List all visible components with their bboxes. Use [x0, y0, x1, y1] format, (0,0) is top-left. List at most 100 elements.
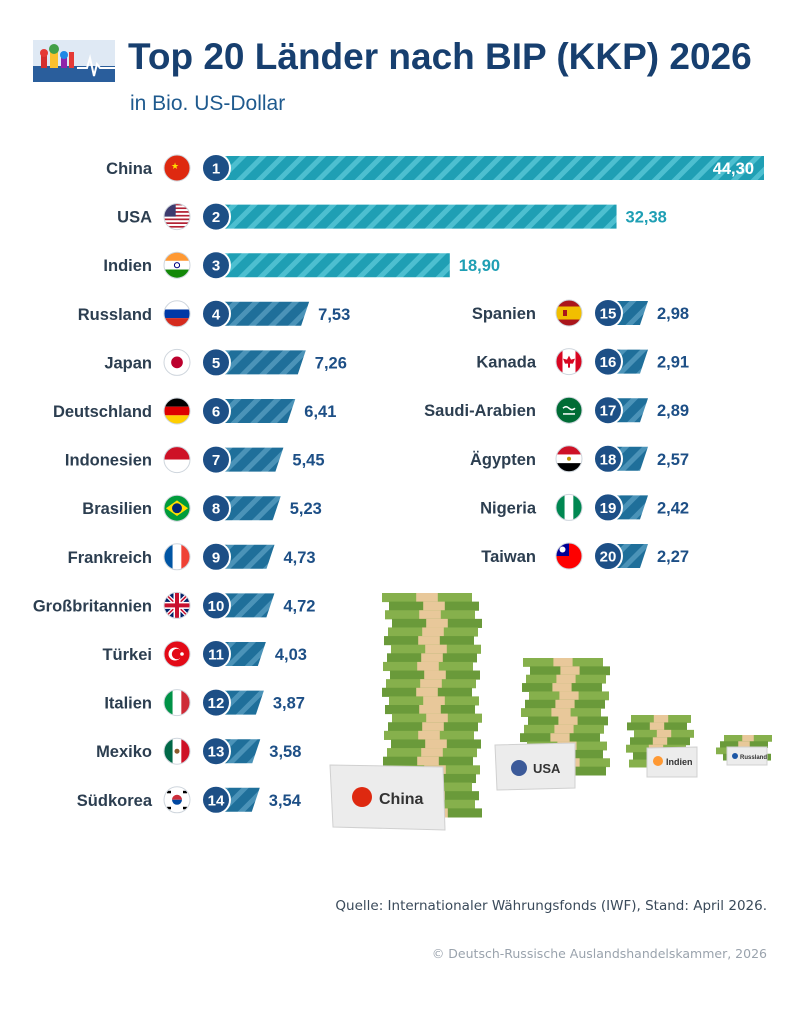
stack-label: Russland	[740, 755, 767, 761]
rank-number: 1	[212, 161, 220, 178]
bar	[216, 301, 310, 326]
rank-badge	[201, 444, 231, 475]
rank-badge	[201, 687, 231, 718]
bar-chart: China ★ 1 44,30 USA 2 32,38 Indien 3 18,90 Russlan…	[33, 153, 764, 815]
value-label: 4,73	[284, 549, 316, 567]
card-china: China	[329, 764, 446, 831]
rank-number: 12	[208, 695, 225, 712]
country-label: Japan	[104, 354, 152, 372]
rank-number: 9	[212, 549, 220, 566]
country-label: Türkei	[102, 646, 152, 664]
rank-number: 17	[600, 403, 617, 420]
value-label: 3,58	[269, 743, 301, 761]
flag-turkey-icon	[163, 640, 191, 668]
flag-italy-icon	[163, 689, 191, 717]
rank-badge	[593, 346, 623, 377]
country-label: Indonesien	[65, 452, 152, 470]
bar-row: USA 2 32,38	[117, 201, 667, 232]
bar-row: Deutschland 6 6,41	[53, 396, 336, 426]
rank-badge	[201, 590, 231, 621]
flag-south-korea-icon	[163, 786, 191, 814]
rank-badge	[201, 541, 231, 572]
country-label: Frankreich	[68, 549, 152, 567]
rank-badge	[201, 396, 231, 426]
ahk-logo	[33, 40, 115, 82]
rank-number: 18	[600, 451, 617, 468]
bar-row: Japan 5 7,26	[104, 347, 347, 378]
bar-row: China ★ 1 44,30	[106, 153, 764, 183]
bar	[216, 204, 617, 229]
bar-row: Indien 3 18,90	[103, 250, 500, 281]
bar-row: Italien 12 3,87	[104, 687, 305, 718]
rank-number: 3	[212, 258, 220, 275]
value-label: 4,72	[283, 597, 315, 615]
flag-usa-icon	[163, 203, 191, 231]
money-stacks-illustration: China USA Indien Russland	[325, 593, 775, 885]
value-label: 3,87	[273, 695, 305, 713]
flag-india-icon	[163, 251, 191, 279]
value-label: 2,57	[657, 451, 689, 469]
flag-france-icon	[163, 543, 191, 571]
flag-nigeria-icon	[555, 493, 583, 521]
rank-badge	[201, 153, 231, 183]
rank-badge	[201, 493, 231, 524]
bar	[216, 156, 764, 180]
flag-usa-icon	[511, 760, 527, 776]
rank-number: 16	[600, 354, 617, 371]
flag-egypt-icon	[555, 445, 583, 473]
value-label: 6,41	[304, 403, 336, 421]
bar-row: Indonesien 7 5,45	[65, 444, 325, 475]
country-label: Spanien	[472, 305, 536, 323]
bar-row: Großbritannien 10 4,72	[33, 590, 316, 621]
bar-row: Nigeria 19 2,42	[480, 492, 689, 523]
rank-badge	[201, 298, 231, 329]
flag-russia-icon	[732, 753, 738, 759]
flag-indonesia-icon	[163, 446, 191, 474]
rank-number: 8	[212, 501, 220, 518]
country-label: Ägypten	[470, 451, 536, 469]
source-note: Quelle: Internationaler Währungsfonds (I…	[335, 898, 767, 914]
rank-badge	[593, 395, 623, 426]
country-label: China	[106, 160, 153, 178]
country-label: Russland	[78, 306, 152, 324]
flag-saudi-arabia-icon	[555, 396, 583, 424]
country-label: Brasilien	[82, 500, 152, 518]
bar-row: Türkei 11 4,03	[102, 639, 307, 669]
flag-china-icon	[352, 787, 372, 807]
copyright-note: © Deutsch-Russische Auslandshandelskamme…	[431, 946, 767, 961]
country-label: Großbritannien	[33, 597, 152, 615]
bar	[216, 593, 275, 618]
country-label: Mexiko	[96, 743, 152, 761]
stack-label: Indien	[666, 757, 693, 767]
value-label: 2,98	[657, 305, 689, 323]
bar	[216, 399, 296, 423]
rank-number: 10	[208, 598, 225, 615]
value-label: 44,30	[713, 160, 754, 178]
rank-number: 6	[212, 404, 220, 421]
rank-number: 2	[212, 209, 220, 226]
rank-badge	[593, 443, 623, 474]
value-label: 18,90	[459, 257, 500, 275]
value-label: 32,38	[626, 209, 667, 227]
rank-number: 15	[600, 306, 617, 323]
country-label: Indien	[103, 257, 152, 275]
rank-number: 19	[600, 500, 617, 517]
country-label: Deutschland	[53, 403, 152, 421]
bar-row: Taiwan 20 2,27	[481, 541, 689, 571]
flag-canada-icon	[555, 348, 583, 376]
rank-badge	[593, 298, 623, 328]
stack-label: USA	[533, 761, 561, 776]
rank-badge	[201, 201, 231, 232]
rank-number: 11	[208, 647, 224, 664]
value-label: 7,26	[315, 354, 347, 372]
chart-subtitle: in Bio. US-Dollar	[130, 92, 286, 115]
bar	[216, 544, 275, 569]
card-india: Indien	[646, 746, 698, 778]
rank-number: 13	[208, 744, 225, 761]
bar-row: Brasilien 8 5,23	[82, 493, 322, 524]
rank-badge	[201, 736, 231, 767]
country-label: USA	[117, 209, 152, 227]
country-label: Südkorea	[77, 792, 153, 810]
card-russia: Russland	[726, 746, 768, 766]
rank-badge	[201, 250, 231, 281]
